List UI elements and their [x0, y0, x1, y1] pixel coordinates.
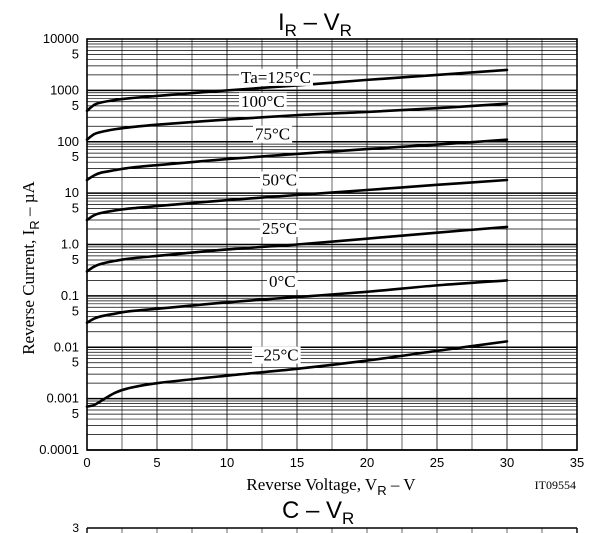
- x-tick-label: 25: [430, 455, 444, 470]
- series-label-text-1: 100°C: [241, 92, 285, 111]
- title-sub2: R: [340, 21, 352, 40]
- series-label-bg-1: [239, 92, 287, 110]
- y-minor-tick-label: 5: [72, 149, 79, 164]
- x-tick-label: 0: [83, 455, 90, 470]
- svg-text:C – VR: C – VR: [282, 497, 354, 528]
- chart-title: IR – VR: [278, 9, 352, 40]
- ylabel-pre: Reverse Current, I: [19, 229, 38, 354]
- y-minor-tick-label: 5: [72, 355, 79, 370]
- y-tick-label: 1000: [50, 82, 79, 97]
- y-tick-label: 0.0001: [39, 442, 79, 457]
- chart2-title: C – VR: [282, 497, 354, 528]
- series-label-bg-4: [260, 220, 300, 238]
- y-tick-label: 10000: [43, 31, 79, 46]
- plot-frame: [86, 38, 578, 451]
- series-label-text-2: 75°C: [255, 125, 290, 144]
- y-tick-label: 100: [57, 134, 79, 149]
- title-main: I: [278, 9, 285, 36]
- title-main2: V: [324, 9, 340, 36]
- series-label-text-6: –25°C: [254, 346, 299, 365]
- series-label-bg-6: [252, 346, 301, 364]
- chart2-title-main: C: [282, 497, 299, 524]
- series-label-bg-3: [260, 171, 300, 189]
- grid-layer: [86, 38, 578, 451]
- y-tick-label: 0.001: [46, 391, 79, 406]
- label-layer: Ta=125°C 100°C 75°C 50°C 25°C 0°C –25°C: [239, 68, 313, 365]
- series-label-bg-0: [239, 68, 313, 86]
- series-label-text-3: 50°C: [262, 171, 297, 190]
- ylabel-sub: R: [27, 220, 42, 229]
- series-line-4: [85, 225, 509, 273]
- y-minor-tick-label: 5: [72, 201, 79, 216]
- tick-layer: 0 5 10 15 20 25 30 35100001000100101.00.10.010.…: [39, 31, 584, 470]
- x-tick-label: 35: [570, 455, 584, 470]
- series-label-2: 75°C: [253, 125, 293, 144]
- y-tick-label: 0.01: [54, 339, 79, 354]
- y-tick-label: 0.1: [61, 288, 79, 303]
- xlabel-post: – V: [387, 475, 417, 494]
- curve-layer: [85, 68, 509, 408]
- y-minor-tick-label: 5: [72, 303, 79, 318]
- xlabel-sub: R: [377, 483, 386, 498]
- y-minor-tick-label: 5: [72, 98, 79, 113]
- chart2-frame: 3: [72, 521, 578, 533]
- series-label-bg-5: [267, 272, 298, 290]
- x-tick-label: 10: [220, 455, 234, 470]
- series-label-4: 25°C: [260, 219, 300, 238]
- series-line-3: [85, 178, 509, 222]
- series-label-text-0: Ta=125°C: [241, 68, 311, 87]
- chart2-y-tick-label: 3: [72, 521, 79, 533]
- x-axis-label: Reverse Voltage, VR – V: [246, 475, 416, 498]
- series-line-6: [85, 340, 509, 408]
- series-line-0: [85, 68, 509, 113]
- title-sub: R: [285, 21, 297, 40]
- series-label-3: 50°C: [260, 171, 300, 190]
- chart2-title-sep: –: [299, 497, 326, 524]
- y-minor-tick-label: 5: [72, 46, 79, 61]
- series-label-0: Ta=125°C: [239, 68, 313, 87]
- svg-text:Reverse Current, IR – µA: Reverse Current, IR – µA: [19, 181, 42, 355]
- y-minor-tick-label: 5: [72, 252, 79, 267]
- xlabel-pre: Reverse Voltage, V: [246, 475, 378, 494]
- series-label-bg-2: [253, 125, 293, 143]
- y-minor-tick-label: 5: [72, 406, 79, 421]
- x-tick-label: 5: [153, 455, 160, 470]
- series-label-5: 0°C: [267, 272, 298, 291]
- svg-text:Reverse Voltage, VR – V: Reverse Voltage, VR – V: [246, 475, 416, 498]
- series-label-text-5: 0°C: [269, 272, 296, 291]
- figure-code: IT09554: [535, 478, 576, 492]
- x-tick-label: 15: [290, 455, 304, 470]
- y-tick-label: 10: [65, 185, 79, 200]
- series-label-1: 100°C: [239, 92, 287, 111]
- series-line-1: [85, 102, 509, 141]
- series-label-text-4: 25°C: [262, 219, 297, 238]
- ylabel-post: – µA: [19, 181, 38, 221]
- chart2-title-main2: V: [326, 497, 342, 524]
- y-tick-label: 1.0: [61, 237, 79, 252]
- series-label-6: –25°C: [252, 346, 301, 365]
- series-line-5: [85, 279, 509, 325]
- title-sep: –: [297, 9, 324, 36]
- x-tick-label: 30: [500, 455, 514, 470]
- chart2-title-sub2: R: [342, 509, 354, 528]
- x-tick-label: 20: [360, 455, 374, 470]
- y-axis-label: Reverse Current, IR – µA: [19, 181, 42, 355]
- svg-text:IR – VR: IR – VR: [278, 9, 352, 40]
- series-line-2: [85, 138, 509, 182]
